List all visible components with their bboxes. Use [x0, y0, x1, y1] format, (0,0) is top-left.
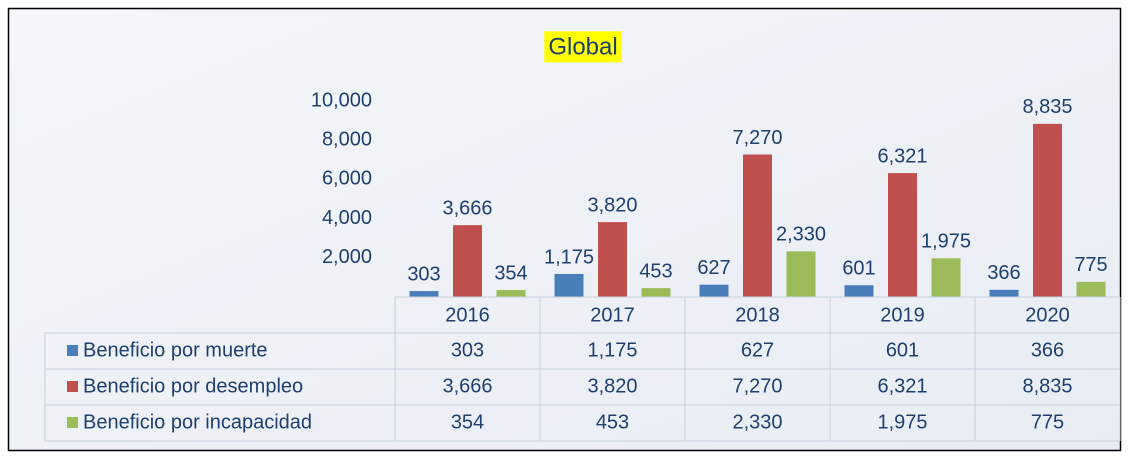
table-value: 303 [451, 339, 484, 361]
x-tick-label: 2018 [735, 304, 780, 326]
bar [888, 173, 917, 297]
table-value: 627 [741, 339, 774, 361]
bar [1076, 281, 1106, 297]
bar [554, 273, 584, 297]
y-tick-label: 2,000 [322, 246, 372, 268]
y-tick-label: 4,000 [322, 207, 372, 229]
data-label: 1,975 [921, 231, 971, 253]
bar [931, 258, 961, 297]
table-value: 6,321 [877, 375, 927, 397]
table-value: 775 [1031, 411, 1064, 433]
x-tick-label: 2019 [880, 304, 925, 326]
legend-label: Beneficio por incapacidad [83, 411, 312, 433]
bar [1033, 123, 1062, 297]
legend-swatch [67, 345, 78, 356]
data-label: 453 [639, 260, 672, 282]
table-value: 453 [596, 411, 629, 433]
chart-title: Global [548, 33, 617, 60]
bar [409, 291, 439, 297]
table-value: 3,666 [442, 375, 492, 397]
bar [496, 290, 526, 297]
x-tick-label: 2016 [445, 304, 490, 326]
bar [989, 289, 1019, 297]
bar [453, 225, 482, 297]
bar [743, 154, 772, 297]
bar [844, 285, 874, 297]
y-tick-label: 6,000 [322, 168, 372, 190]
data-label: 6,321 [877, 145, 927, 167]
bar [699, 284, 729, 297]
table-value: 8,835 [1022, 375, 1072, 397]
table-value: 1,175 [587, 339, 637, 361]
data-label: 601 [842, 258, 875, 280]
data-label: 7,270 [732, 127, 782, 149]
legend-swatch [67, 381, 78, 392]
bar [598, 222, 627, 297]
y-tick-label: 8,000 [322, 128, 372, 150]
data-label: 775 [1074, 254, 1107, 276]
data-label: 366 [987, 262, 1020, 284]
table-value: 7,270 [732, 375, 782, 397]
data-label: 3,820 [587, 194, 637, 216]
table-value: 3,820 [587, 375, 637, 397]
x-tick-label: 2020 [1025, 304, 1070, 326]
table-value: 354 [451, 411, 484, 433]
x-tick-label: 2017 [590, 304, 635, 326]
data-label: 1,175 [544, 246, 594, 268]
legend-label: Beneficio por muerte [83, 339, 268, 361]
data-label: 303 [407, 263, 440, 285]
bar [786, 251, 816, 297]
bar [641, 288, 671, 297]
title-highlight [544, 31, 622, 63]
data-label: 2,330 [776, 224, 826, 246]
data-label: 3,666 [442, 197, 492, 219]
table-value: 601 [886, 339, 919, 361]
data-label: 354 [494, 262, 527, 284]
legend-label: Beneficio por desempleo [83, 375, 303, 397]
table-value: 366 [1031, 339, 1064, 361]
table-value: 2,330 [732, 411, 782, 433]
table-value: 1,975 [877, 411, 927, 433]
y-tick-label: 10,000 [311, 89, 372, 111]
legend-swatch [67, 417, 78, 428]
data-label: 8,835 [1022, 96, 1072, 118]
frame [7, 7, 1122, 452]
data-label: 627 [697, 257, 730, 279]
